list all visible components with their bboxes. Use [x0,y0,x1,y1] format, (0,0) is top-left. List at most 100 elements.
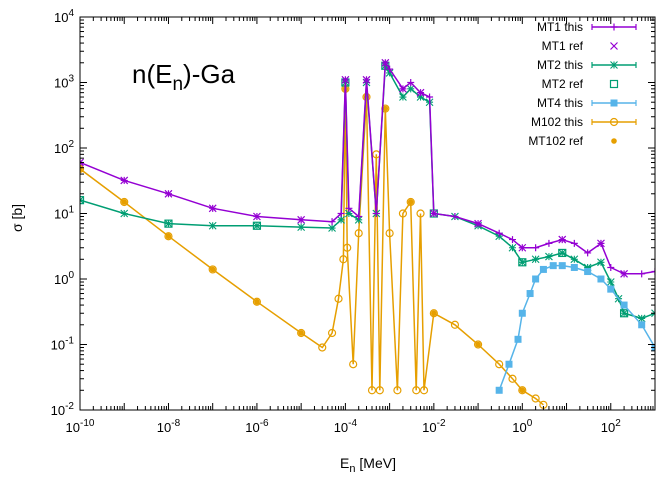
series-mt1-ref [80,58,629,278]
mt1-this-point [508,236,516,244]
mt2-ref-point [558,248,567,258]
mt102-ref-point [431,310,437,317]
x-axis-label: En [MeV] [340,455,396,475]
m102-this-point [375,386,384,395]
m102-this-point [367,386,377,395]
y-tick-label: 101 [54,205,74,222]
mt2-this-point [208,221,217,230]
mt2-ref-point [80,196,85,205]
mt2-this-point [416,93,425,101]
mt2-this-point [583,263,592,272]
y-tick-label: 103 [54,74,74,91]
mt4-this-point [518,309,526,317]
mt1-ref-point [120,176,129,185]
mt1-this-point [651,268,655,276]
y-tick-label: 104 [54,8,74,25]
legend-item-mt102-ref: MT102 ref [528,134,617,148]
mt4-this-point [549,262,557,270]
mt1-this-point [607,263,615,271]
y-axis-label: σ [b] [9,204,25,232]
mt1-ref-point [416,88,425,97]
mt1-this-point [545,239,553,247]
legend: MT1 this MT1 ref MT2 this MT2 ref MT4 this M1… [528,20,637,148]
mt102-ref-point [165,233,172,240]
legend-label: MT2 this [537,58,583,72]
mt102-ref-point [298,330,304,336]
mt2-this-point [558,249,567,257]
x-tick-label: 102 [601,418,621,435]
mt4-this-line [498,264,655,391]
m102-this-point [393,386,402,395]
mt2-ref-point [164,219,173,228]
mt4-this-point [620,301,628,309]
mt4-this-point [597,275,605,283]
legend-label: MT2 ref [542,77,584,91]
mt2-this-point [531,255,540,264]
ticks-layer [79,16,656,411]
chart-title: n(En)-Ga [132,59,236,95]
mt2-ref-point [518,258,527,267]
mt1-ref-point [518,243,527,252]
mt102-ref-point [121,199,128,205]
m102-this-point [208,265,217,274]
mt102-ref-point [254,298,260,305]
x-tick-label: 10-2 [422,418,446,435]
m102-this-point [518,386,527,395]
mt1-ref-point [297,215,306,224]
mt1-ref-point [362,75,371,84]
legend-marker [611,138,617,144]
mt1-this-point [638,270,646,278]
mt2-this-point [545,252,553,261]
mt1-ref-point [474,219,483,228]
mt1-ref-point [252,212,261,221]
mt1-this-point [451,212,459,220]
y-tick-label: 102 [54,139,74,156]
mt4-this-point [505,360,513,368]
mt4-this-point [584,268,592,276]
mt2-this-point [406,84,415,93]
mt1-this-point [495,229,503,237]
mt4-this-point [570,263,578,271]
mt4-this-point [526,290,534,298]
y-tick-label: 10-1 [51,336,75,353]
m102-this-point [429,309,438,318]
mt2-this-point [164,219,173,228]
legend-marker [610,99,618,107]
mt1-this-point [355,212,363,220]
mt2-this-point [637,314,646,323]
legend-marker [609,79,619,89]
mt4-this-point [607,285,615,293]
mt2-this-point [570,255,579,264]
x-tick-label: 10-4 [334,418,358,435]
mt4-this-point [558,262,566,270]
mt1-ref-point [80,158,84,167]
m102-this-point [164,232,173,241]
mt2-this-point [344,209,353,218]
mt1-this-point [584,249,592,257]
mt1-ref-point [597,239,605,248]
m102-this-point [508,374,517,383]
m102-this-point [354,229,363,238]
mt1-this-point [386,65,394,73]
m102-this-point [412,386,421,395]
legend-item-mt2-ref: MT2 ref [542,77,619,91]
x-tick-label: 10-6 [245,418,269,435]
mt1-this-point [345,204,353,212]
m102-this-point [416,209,425,218]
mt2-this-point [385,69,394,77]
mt2-this-point [606,278,615,286]
mt1-ref-point [164,189,173,198]
mt4-this-point [539,265,547,273]
mt2-ref-point [619,309,629,318]
series-layer [80,58,655,409]
mt1-this-point [570,239,578,247]
mt1-ref-point [620,269,629,278]
legend-item-m102-this: M102 this [531,115,637,129]
x-tick-label: 10-8 [157,418,181,435]
mt2-this-point [120,209,129,218]
legend-label: MT1 this [537,20,583,34]
mt1-this-point [407,79,415,86]
legend-item-mt1-ref: MT1 ref [542,39,618,53]
